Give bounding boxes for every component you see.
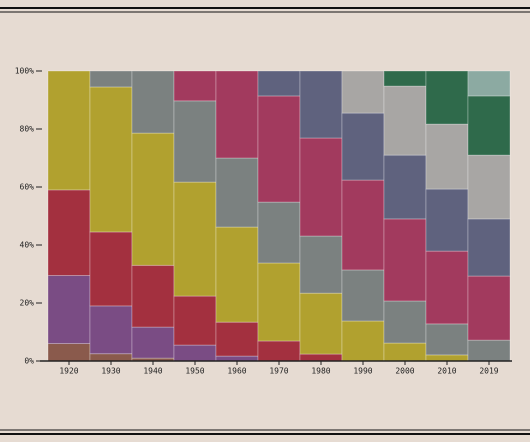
bar-segment <box>299 137 343 237</box>
x-tick-label: 1980 <box>311 367 330 376</box>
bar-segment <box>173 181 217 297</box>
bar-segment <box>425 70 469 125</box>
bar-segment <box>215 157 259 228</box>
y-tick-label: 0% <box>24 357 34 366</box>
bar-segment <box>383 218 427 302</box>
x-tick-label: 2019 <box>479 367 498 376</box>
bar-segment <box>131 132 175 266</box>
bar-segment <box>299 235 343 294</box>
bar-segment <box>425 188 469 252</box>
bar-segment <box>47 189 91 276</box>
bar-segment <box>341 269 385 322</box>
bar-segment <box>89 86 133 233</box>
bar-segment <box>257 95 301 203</box>
bar-segment <box>341 179 385 271</box>
bar-segment <box>173 295 217 346</box>
bar-segment <box>299 353 343 362</box>
bar-segment <box>215 226 259 323</box>
x-tick-label: 2010 <box>437 367 456 376</box>
bar-segment <box>47 343 91 362</box>
bar-segment <box>173 100 217 183</box>
bar-segment <box>467 70 511 97</box>
bar-segment <box>131 264 175 328</box>
x-tick-label: 2000 <box>395 367 414 376</box>
x-tick-label: 1970 <box>269 367 288 376</box>
bar-segment <box>173 344 217 362</box>
bar-segment <box>383 342 427 362</box>
bar-segment <box>257 262 301 342</box>
x-tick-label: 1990 <box>353 367 372 376</box>
bar-segment <box>341 320 385 362</box>
bar-segment <box>425 354 469 362</box>
bar-segment <box>467 218 511 277</box>
bar-segment <box>383 300 427 344</box>
bar-segment <box>89 305 133 355</box>
bar-segment <box>425 123 469 190</box>
y-tick-label: 40% <box>20 241 35 250</box>
bar-segment <box>383 70 427 87</box>
bar-segment <box>131 70 175 134</box>
bar-segment <box>257 201 301 264</box>
bar-segment <box>89 353 133 362</box>
y-tick-label: 20% <box>20 299 35 308</box>
x-tick-label: 1940 <box>143 367 162 376</box>
bar-segment <box>89 70 133 88</box>
bar-segment <box>341 112 385 181</box>
bar-segment <box>467 275 511 341</box>
x-tick-label: 1960 <box>227 367 246 376</box>
bar-segment <box>383 85 427 156</box>
y-tick-label: 60% <box>20 183 35 192</box>
y-tick-label: 80% <box>20 125 35 134</box>
bar-segment <box>341 70 385 114</box>
bar-segment <box>383 154 427 220</box>
x-tick-label: 1930 <box>101 367 120 376</box>
bar-segment <box>467 154 511 220</box>
x-tick-label: 1950 <box>185 367 204 376</box>
bar-segment <box>89 231 133 307</box>
bar-segment <box>257 70 301 97</box>
x-tick-label: 1920 <box>59 367 78 376</box>
bar-segment <box>467 95 511 156</box>
y-tick-label: 100% <box>15 67 34 76</box>
bar-segment <box>467 339 511 362</box>
bar-segment <box>425 323 469 356</box>
bar-segment <box>47 70 91 191</box>
bar-segment <box>131 326 175 359</box>
bar-segment <box>47 275 91 345</box>
bar-segment <box>173 70 217 102</box>
bar-segment <box>215 70 259 159</box>
bar-segment <box>257 340 301 362</box>
bar-segment <box>425 250 469 325</box>
bar-segment <box>299 292 343 355</box>
bar-segment <box>299 70 343 139</box>
bar-segment <box>215 321 259 357</box>
